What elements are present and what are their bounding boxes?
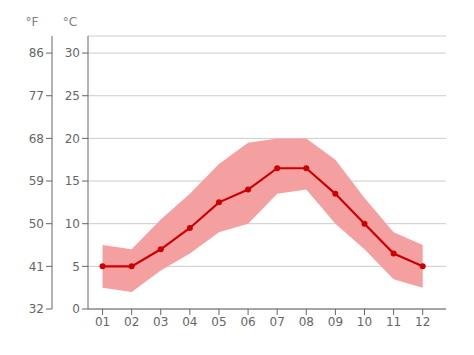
svg-text:09: 09: [328, 315, 343, 329]
svg-text:15: 15: [65, 174, 80, 188]
svg-text:06: 06: [240, 315, 255, 329]
svg-text:86: 86: [29, 46, 44, 60]
svg-text:02: 02: [124, 315, 139, 329]
svg-text:77: 77: [29, 89, 44, 103]
svg-text:04: 04: [182, 315, 197, 329]
svg-text:10: 10: [65, 217, 80, 231]
svg-text:30: 30: [65, 46, 80, 60]
svg-text:05: 05: [211, 315, 226, 329]
svg-text:07: 07: [270, 315, 285, 329]
svg-text:°C: °C: [63, 15, 77, 29]
svg-text:20: 20: [65, 132, 80, 146]
svg-text:°F: °F: [26, 15, 39, 29]
svg-text:68: 68: [29, 132, 44, 146]
svg-text:08: 08: [299, 315, 314, 329]
svg-text:32: 32: [29, 302, 44, 316]
svg-text:25: 25: [65, 89, 80, 103]
svg-text:41: 41: [29, 260, 44, 274]
svg-text:03: 03: [153, 315, 168, 329]
svg-text:0: 0: [72, 302, 80, 316]
svg-text:50: 50: [29, 217, 44, 231]
svg-text:12: 12: [415, 315, 430, 329]
svg-text:10: 10: [357, 315, 372, 329]
svg-text:11: 11: [386, 315, 401, 329]
svg-text:5: 5: [72, 260, 80, 274]
svg-text:59: 59: [29, 174, 44, 188]
svg-text:01: 01: [95, 315, 110, 329]
